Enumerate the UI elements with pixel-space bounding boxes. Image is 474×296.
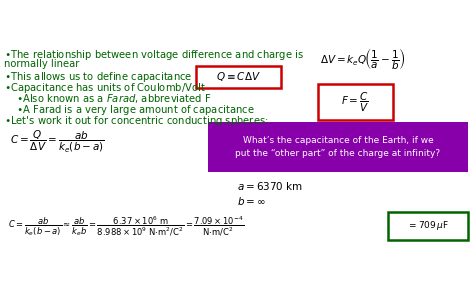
Text: What’s the capacitance of the Earth, if we
put the “other part” of the charge at: What’s the capacitance of the Earth, if … xyxy=(236,136,440,158)
Text: $a = 6370\ \mathrm{km}$: $a = 6370\ \mathrm{km}$ xyxy=(237,180,303,192)
Text: $\bullet$This allows us to define capacitance: $\bullet$This allows us to define capaci… xyxy=(4,70,192,84)
Bar xyxy=(196,66,281,88)
Text: $= 709\,\mu\mathrm{F}$: $= 709\,\mu\mathrm{F}$ xyxy=(407,220,449,232)
Text: $\bullet$Let's work it out for concentric conducting spheres:: $\bullet$Let's work it out for concentri… xyxy=(4,114,269,128)
Text: $\bullet$Capacitance has units of Coulomb/Volt: $\bullet$Capacitance has units of Coulom… xyxy=(4,81,206,95)
Text: $\bullet$Also known as a $\mathit{Farad}$, abbreviated F: $\bullet$Also known as a $\mathit{Farad}… xyxy=(16,92,212,105)
Text: $\bullet$The relationship between voltage difference and charge is: $\bullet$The relationship between voltag… xyxy=(4,48,304,62)
Bar xyxy=(318,84,393,120)
Text: $C = \dfrac{ab}{k_e(b-a)} \approx \dfrac{ab}{k_e b} = \dfrac{6.37\times10^6\ \ma: $C = \dfrac{ab}{k_e(b-a)} \approx \dfrac… xyxy=(8,215,244,238)
Text: $Q \equiv C\Delta V$: $Q \equiv C\Delta V$ xyxy=(216,70,261,83)
Bar xyxy=(388,212,468,240)
Text: $F = \dfrac{C}{V}$: $F = \dfrac{C}{V}$ xyxy=(341,90,370,114)
Text: $C = \dfrac{Q}{\Delta V} = \dfrac{ab}{k_e(b-a)}$: $C = \dfrac{Q}{\Delta V} = \dfrac{ab}{k_… xyxy=(10,128,105,154)
Text: $\Delta V = k_e Q\!\left(\dfrac{1}{a} - \dfrac{1}{b}\right)$: $\Delta V = k_e Q\!\left(\dfrac{1}{a} - … xyxy=(320,46,406,72)
Text: $b = \infty$: $b = \infty$ xyxy=(237,195,266,207)
Text: $\bullet$A Farad is a very large amount of capacitance: $\bullet$A Farad is a very large amount … xyxy=(16,103,255,117)
Bar xyxy=(208,122,468,172)
Text: normally linear: normally linear xyxy=(4,59,79,69)
Text: Capacitance: Capacitance xyxy=(167,9,307,31)
